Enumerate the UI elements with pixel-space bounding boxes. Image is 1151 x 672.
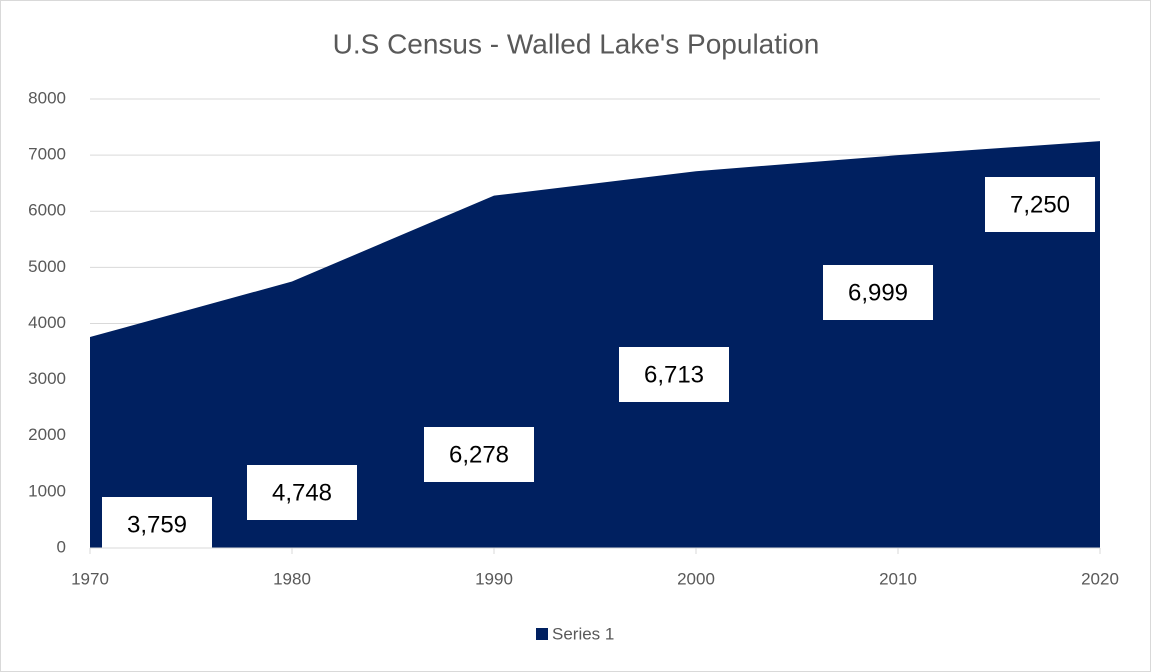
y-tick-label: 3000 (28, 369, 66, 388)
area (90, 141, 1100, 548)
legend-swatch (536, 628, 548, 640)
y-tick-label: 1000 (28, 481, 66, 500)
data-label-box (619, 347, 729, 402)
data-label-box (102, 497, 212, 552)
y-tick-label: 0 (57, 537, 66, 556)
data-label: 3,759 (127, 511, 187, 538)
x-tick-label: 2020 (1081, 569, 1119, 588)
data-label-box (823, 265, 933, 320)
y-tick-label: 6000 (28, 201, 66, 220)
y-tick-label: 8000 (28, 88, 66, 107)
data-label: 4,748 (272, 479, 332, 506)
y-tick-label: 5000 (28, 257, 66, 276)
legend-label: Series 1 (552, 624, 614, 643)
x-tick-label: 1980 (273, 569, 311, 588)
data-label: 7,250 (1010, 191, 1070, 218)
y-tick-label: 2000 (28, 425, 66, 444)
x-tick-label: 2010 (879, 569, 917, 588)
data-label-box (424, 427, 534, 482)
data-label-box (247, 465, 357, 520)
data-label: 6,713 (644, 361, 704, 388)
x-tick-label: 1990 (475, 569, 513, 588)
data-label-box (985, 177, 1095, 232)
data-label: 6,278 (449, 441, 509, 468)
y-tick-label: 7000 (28, 145, 66, 164)
y-tick-label: 4000 (28, 313, 66, 332)
x-tick-label: 2000 (677, 569, 715, 588)
x-tick-label: 1970 (71, 569, 109, 588)
chart-title: U.S Census - Walled Lake's Population (333, 28, 820, 59)
data-label: 6,999 (848, 279, 908, 306)
